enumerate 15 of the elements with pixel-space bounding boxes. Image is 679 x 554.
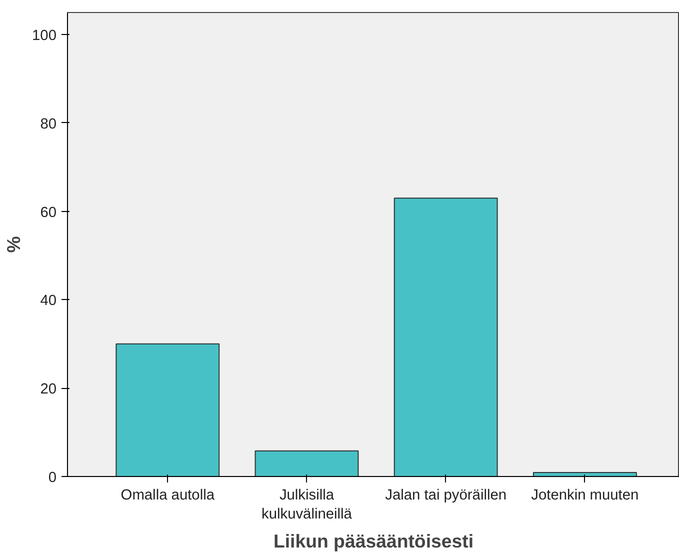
x-tick-label: Jalan tai pyöräillen	[385, 488, 507, 504]
y-axis-title: %	[3, 236, 24, 253]
x-axis-title: Liikun pääsääntöisesti	[273, 530, 474, 552]
y-tick-label: 100	[32, 28, 57, 44]
y-tick-label: 20	[40, 382, 57, 398]
y-tick-label: 40	[40, 293, 57, 310]
y-tick-label: 0	[48, 470, 57, 486]
x-tick-label: Julkisilla kulkuvälineillä	[262, 488, 353, 523]
x-tick-label: Jotenkin muuten	[531, 488, 639, 504]
bar	[394, 198, 498, 476]
y-tick-label: 60	[40, 204, 57, 221]
y-tick-label: 80	[40, 116, 57, 132]
bar	[116, 343, 220, 476]
x-tick-label: Omalla autolla	[120, 488, 216, 504]
bar	[254, 450, 359, 476]
